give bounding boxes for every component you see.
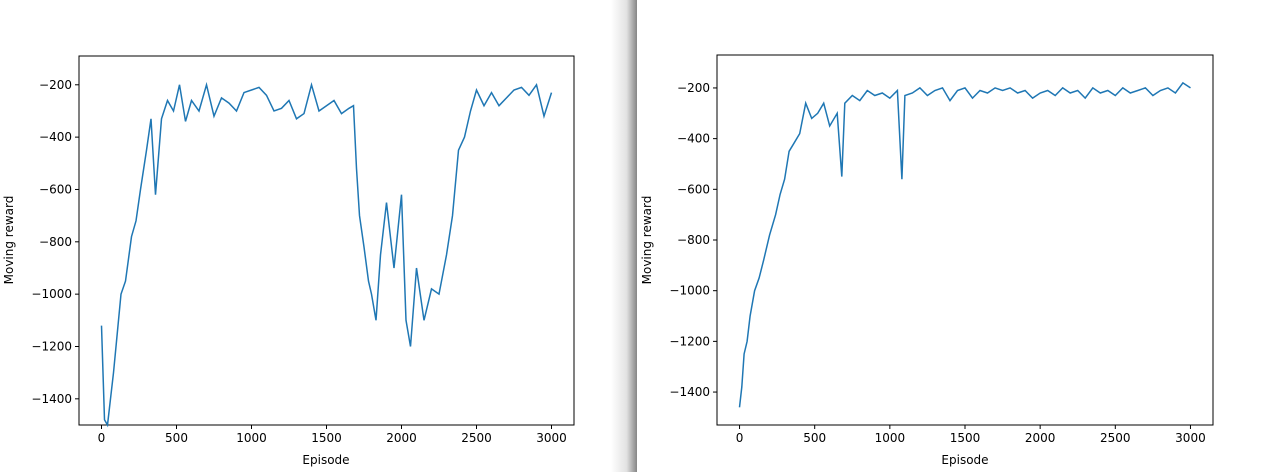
right-x-tick-label: 2000 [1025,431,1056,445]
right-x-tick-label: 0 [736,431,744,445]
left-x-tick-label: 2500 [461,431,492,445]
right-x-tick-label: 1000 [875,431,906,445]
right-y-tick-label: −1200 [669,334,710,348]
left-y-tick-label: −200 [39,78,72,92]
left-x-tick-label: 3000 [536,431,567,445]
right-x-tick-label: 2500 [1100,431,1131,445]
right-x-axis-label: Episode [941,453,988,467]
right-plot-area [716,54,1214,426]
left-x-tick-label: 500 [165,431,188,445]
right-y-tick-label: −1400 [669,385,710,399]
left-y-tick-label: −1000 [31,287,72,301]
right-x-tick-label: 1500 [950,431,981,445]
right-ticks: 0 500 1000 1500 2000 2500 3000 −1400 −1200 −1000 −… [669,81,1205,445]
right-y-axis-label: Moving reward [640,196,654,285]
left-series-line [100,81,553,428]
left-x-tick-label: 2000 [386,431,417,445]
left-y-tick-label: −1200 [31,339,72,353]
right-y-tick-label: −1000 [669,284,710,298]
left-y-tick-label: −600 [39,182,72,196]
left-y-tick-label: −400 [39,130,72,144]
right-x-tick-label: 3000 [1175,431,1206,445]
left-x-tick-label: 0 [98,431,106,445]
right-x-tick-label: 500 [803,431,826,445]
left-line-chart: 0 500 1000 1500 2000 2500 3000 −1400 −1200 −1000 −… [2,55,575,467]
window-divider-shadow [611,0,637,472]
left-y-tick-label: −1400 [31,392,72,406]
left-x-tick-label: 1500 [311,431,342,445]
left-ticks: 0 500 1000 1500 2000 2500 3000 −1400 −1200 −1000 −… [31,78,566,445]
right-y-tick-label: −200 [677,81,710,95]
left-y-axis-label: Moving reward [2,196,16,285]
right-y-tick-label: −400 [677,132,710,146]
left-x-axis-label: Episode [302,453,349,467]
right-y-tick-label: −600 [677,182,710,196]
left-x-tick-label: 1000 [236,431,267,445]
right-series-line [738,81,1191,408]
left-y-tick-label: −800 [39,235,72,249]
right-y-tick-label: −800 [677,233,710,247]
